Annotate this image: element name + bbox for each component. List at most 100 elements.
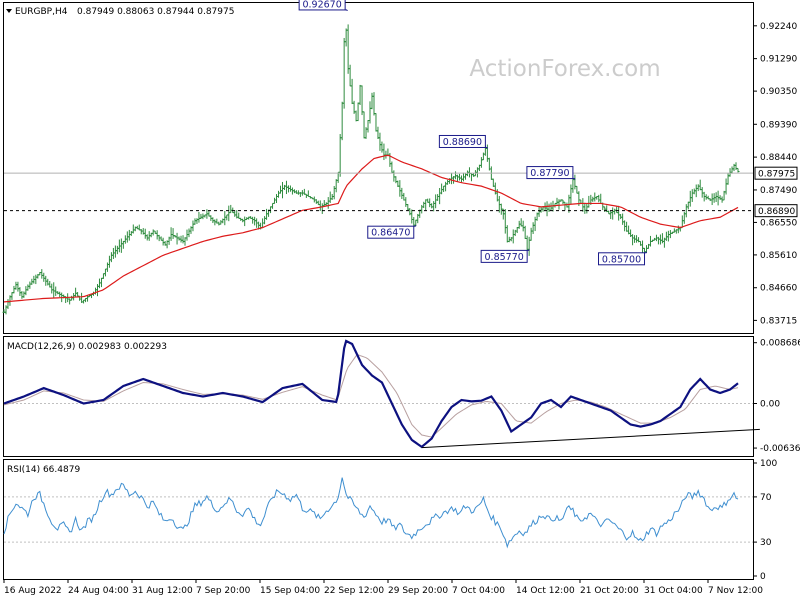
price-y-tick-label: 0.88440	[760, 153, 797, 163]
candle	[428, 198, 432, 208]
candle	[227, 205, 231, 222]
candle	[229, 204, 233, 214]
candle	[724, 178, 728, 195]
candle	[336, 171, 340, 183]
candle	[233, 210, 237, 217]
candle	[686, 201, 690, 210]
candle	[621, 213, 625, 225]
candle	[151, 229, 155, 236]
candle	[380, 141, 384, 153]
price-y-tick-label: 0.91290	[760, 55, 797, 65]
candle	[56, 291, 60, 295]
candle	[358, 84, 362, 106]
candle	[420, 204, 424, 214]
candle	[68, 298, 72, 305]
candle	[533, 216, 537, 232]
candle	[573, 174, 577, 190]
candle	[20, 291, 24, 299]
price-annotation: 0.86470	[367, 225, 417, 239]
candle	[641, 240, 645, 254]
candle	[402, 192, 406, 201]
candle	[269, 206, 273, 214]
candle	[348, 64, 352, 87]
price-y-tick-label: 0.92240	[760, 22, 797, 32]
candle	[523, 225, 527, 239]
candle	[378, 132, 382, 151]
candle	[115, 245, 119, 255]
candle	[18, 287, 22, 296]
candle	[444, 181, 448, 192]
current-price-tag-label: 0.87975	[758, 170, 795, 180]
candle	[436, 194, 440, 201]
candle	[350, 78, 354, 105]
candle	[185, 229, 189, 241]
candle	[328, 191, 332, 203]
macd-label: MACD(12,26,9) 0.002983 0.002293	[7, 342, 167, 352]
x-tick-label: 24 Aug 04:00	[68, 586, 129, 596]
x-tick-label: 7 Oct 04:00	[452, 586, 505, 596]
candle	[406, 204, 410, 211]
candle	[340, 101, 344, 141]
candle	[521, 220, 525, 232]
macd-y-tick-label: 0.008686	[760, 339, 800, 349]
candle	[704, 194, 708, 200]
candle	[527, 236, 531, 256]
candle	[10, 292, 14, 300]
candle	[103, 268, 107, 277]
price-annotation: 0.88690	[438, 134, 488, 149]
candle	[334, 179, 338, 193]
candle	[688, 190, 692, 207]
candle	[40, 269, 44, 279]
macd-y-tick-label: 0.00	[760, 400, 780, 410]
candle	[237, 212, 241, 219]
candle	[292, 189, 296, 194]
candle	[430, 203, 434, 209]
candle	[386, 148, 390, 156]
support-price-tag: 0.86890	[754, 204, 798, 218]
candle	[517, 220, 521, 229]
candle	[684, 204, 688, 218]
macd-panel	[3, 339, 760, 449]
candle	[360, 85, 364, 116]
candle	[99, 277, 103, 288]
candle	[217, 221, 221, 226]
x-tick-label: 16 Aug 2022	[4, 586, 62, 596]
candle	[531, 222, 535, 234]
moving-average-line	[3, 154, 739, 303]
axes: 0.92240 0.91290 0.90350 0.89390 0.88440 0.874…	[3, 22, 800, 596]
candle	[191, 220, 195, 232]
candle	[623, 220, 627, 232]
candle	[197, 211, 201, 223]
candle	[390, 161, 394, 173]
collapse-triangle-icon[interactable]	[6, 9, 12, 13]
x-tick-label: 29 Sep 20:00	[388, 586, 448, 596]
candle	[463, 173, 467, 180]
x-tick-label: 31 Oct 04:00	[644, 586, 703, 596]
candle	[366, 119, 370, 133]
candle	[34, 274, 38, 285]
candle	[585, 203, 589, 214]
candle	[143, 228, 147, 239]
candle	[265, 208, 269, 220]
candle	[635, 235, 639, 243]
candle	[326, 197, 330, 209]
candle	[505, 225, 509, 243]
candle	[107, 255, 111, 268]
candle	[243, 216, 247, 227]
macd-trendline	[421, 428, 760, 449]
candle	[113, 245, 117, 258]
candle	[346, 24, 350, 74]
candle	[288, 185, 292, 192]
price-panel-frame	[3, 2, 754, 334]
macd-panel-frame	[3, 336, 754, 457]
candle	[139, 229, 143, 235]
candle	[609, 210, 613, 220]
candle	[619, 214, 623, 220]
candle	[690, 189, 694, 202]
candle	[700, 187, 704, 198]
candle	[223, 211, 227, 226]
candle	[131, 224, 135, 234]
candle	[26, 284, 30, 291]
candle	[519, 218, 523, 227]
rsi-line	[3, 477, 739, 549]
